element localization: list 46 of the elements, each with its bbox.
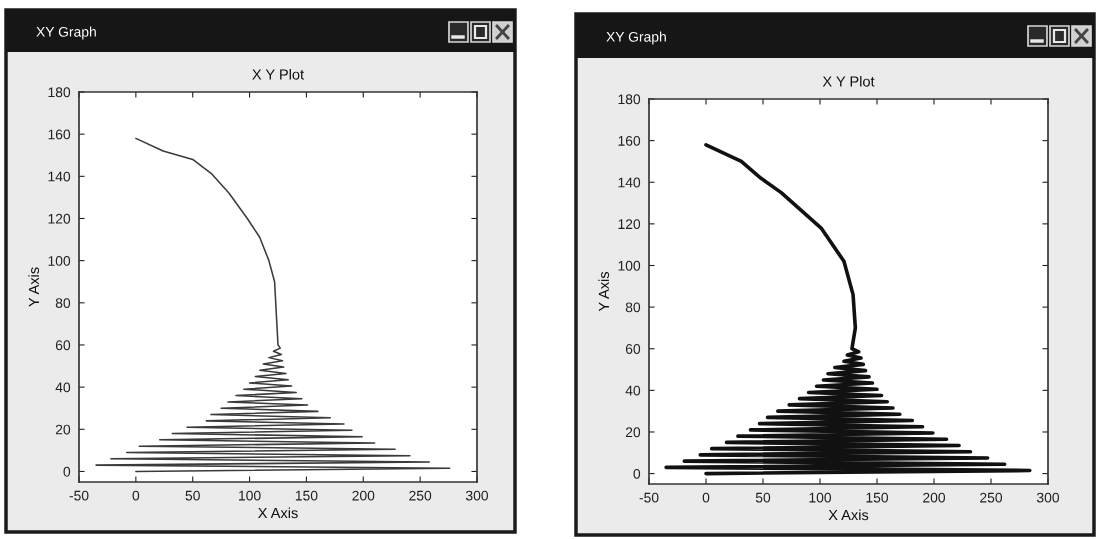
x-tick-label: 250	[980, 492, 1003, 503]
y-tick-label: 20	[625, 427, 641, 438]
x-tick-label: -50	[639, 492, 659, 503]
x-tick-label: -50	[69, 490, 89, 501]
chart-title: X Y Plot	[822, 75, 875, 87]
x-tick-label: 0	[702, 492, 710, 503]
y-tick-label: 80	[625, 302, 641, 313]
y-axis-title: Y Axis	[28, 267, 40, 307]
x-tick-label: 250	[409, 490, 432, 501]
x-tick-label: 300	[465, 490, 489, 501]
y-tick-label: 80	[55, 298, 71, 308]
x-tick-label: 0	[132, 490, 140, 501]
x-tick-label: 150	[295, 490, 318, 501]
y-tick-label: 180	[48, 87, 71, 98]
x-tick-label: 100	[239, 490, 261, 501]
y-tick-label: 40	[625, 385, 641, 396]
y-tick-label: 140	[48, 171, 71, 182]
y-tick-label: 60	[55, 340, 71, 351]
y-tick-label: 180	[618, 94, 641, 105]
chart-title: X Y Plot	[252, 68, 304, 80]
y-tick-label: 60	[625, 344, 641, 354]
x-axis-title: X Axis	[258, 507, 298, 519]
y-tick-label: 160	[48, 129, 71, 140]
y-tick-label: 0	[63, 466, 71, 477]
y-tick-label: 100	[48, 255, 71, 266]
y-tick-label: 40	[55, 382, 71, 393]
line-series	[95, 137, 451, 473]
y-tick-label: 20	[55, 424, 71, 435]
x-tick-label: 50	[185, 490, 200, 501]
x-axis-title: X Axis	[828, 509, 869, 521]
text: XY Graph	[36, 26, 96, 40]
y-axis-title: Y Axis	[598, 271, 610, 312]
y-tick-label: 0	[633, 468, 641, 479]
line-series	[664, 142, 1032, 476]
x-tick-label: 100	[809, 492, 832, 503]
x-tick-label: 200	[923, 492, 946, 503]
y-tick-label: 160	[618, 135, 641, 146]
x-tick-label: 150	[866, 492, 889, 503]
x-tick-label: 300	[1036, 492, 1060, 503]
y-tick-label: 140	[618, 177, 641, 188]
y-tick-label: 120	[618, 219, 641, 230]
y-tick-label: 120	[48, 213, 71, 224]
x-tick-label: 50	[755, 492, 771, 503]
x-tick-label: 200	[352, 490, 375, 501]
text: XY Graph	[606, 31, 666, 45]
y-tick-label: 100	[618, 260, 641, 271]
